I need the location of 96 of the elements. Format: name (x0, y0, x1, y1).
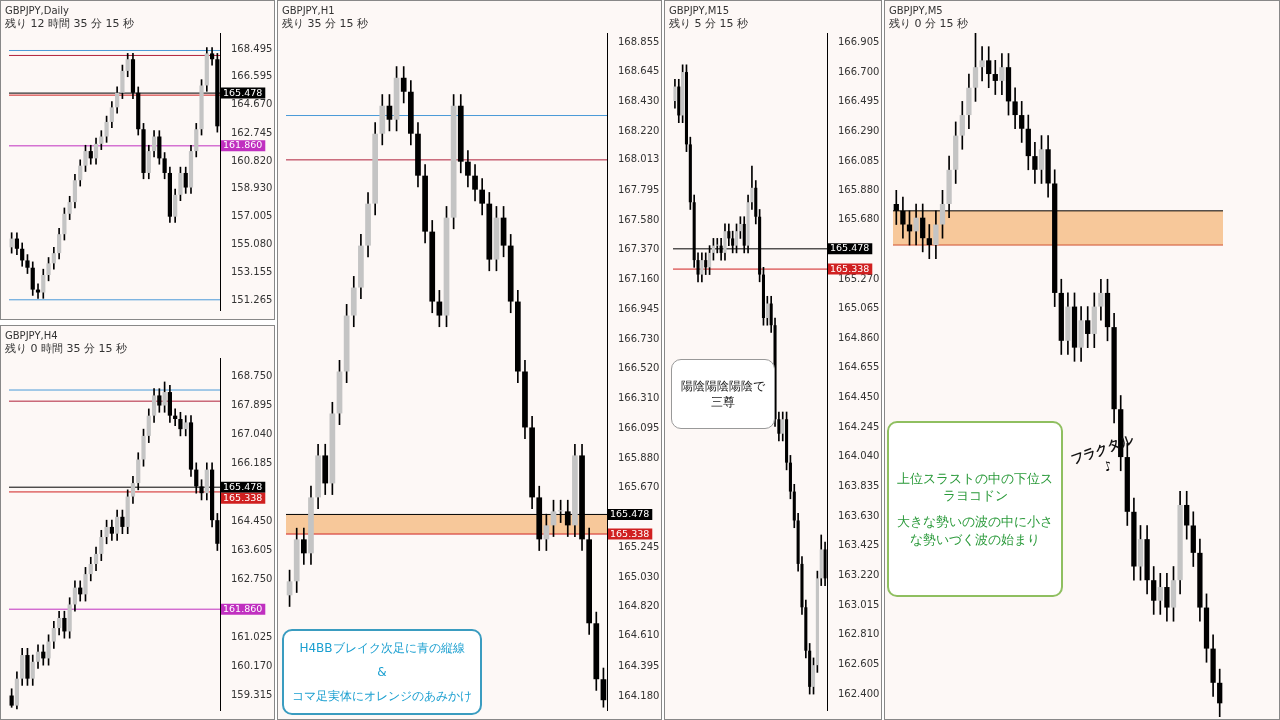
chart-title: GBPJPY,M15 (669, 4, 731, 17)
y-tick-label: 164.450 (838, 391, 880, 403)
annotation: 上位スラストの中の下位スラヨコドン (896, 469, 1054, 505)
y-tick-label: 151.265 (231, 293, 273, 305)
y-tick-label: 165.245 (618, 540, 660, 552)
ref-line-label: 165.338 (830, 262, 870, 274)
y-tick-label: 164.820 (618, 600, 660, 612)
y-tick-label: 167.160 (618, 272, 660, 284)
y-tick-label: 161.025 (231, 630, 273, 642)
y-tick-label: 168.750 (231, 370, 273, 382)
y-tick-label: 166.520 (618, 362, 660, 374)
y-tick-label: 159.315 (231, 688, 273, 700)
ref-line-label: 161.860 (223, 602, 263, 614)
speech-bubble: 陽陰陽陰陽陰で三尊 (671, 359, 775, 429)
y-tick-label: 162.750 (231, 572, 273, 584)
candlestick (926, 224, 932, 260)
y-tick-label: 166.595 (231, 70, 273, 82)
ref-line-label: 161.860 (223, 139, 263, 151)
chart-title: GBPJPY,Daily (5, 4, 70, 17)
y-tick-label: 168.495 (231, 42, 273, 54)
chart-subtitle: 残り 0 時間 35 分 15 秒 (5, 342, 127, 355)
ref-line-label: 165.478 (830, 242, 870, 254)
y-tick-label: 164.655 (838, 361, 880, 373)
y-tick-label: 164.395 (618, 659, 660, 671)
y-tick-label: 165.670 (618, 481, 660, 493)
candlestick (35, 283, 41, 299)
y-tick-label: 166.290 (838, 124, 880, 136)
speech-bubble: H4BBブレイク次足に青の縦線 & コマ足実体にオレンジのあみかけ (282, 629, 482, 715)
y-tick-label: 166.905 (838, 36, 880, 47)
y-tick-label: 166.700 (838, 65, 880, 77)
chart-title: GBPJPY,M5 (889, 4, 944, 17)
y-tick-label: 162.810 (838, 628, 880, 640)
y-tick-label: 163.630 (838, 509, 880, 521)
y-tick-label: 167.040 (231, 428, 273, 440)
ref-line-label: 165.338 (223, 491, 263, 503)
y-tick-label: 166.095 (618, 421, 660, 433)
y-tick-label: 153.155 (231, 266, 273, 278)
y-tick-label: 164.040 (838, 450, 880, 462)
y-tick-label: 163.015 (838, 598, 880, 610)
chart-title: GBPJPY,H1 (282, 4, 336, 17)
y-tick-label: 162.400 (838, 687, 880, 699)
y-tick-label: 166.185 (231, 456, 273, 468)
y-tick-label: 164.245 (838, 420, 880, 432)
chart-subtitle: 残り 5 分 15 秒 (669, 17, 748, 30)
y-tick-label: 165.030 (618, 570, 660, 582)
y-tick-label: 162.605 (838, 658, 880, 670)
y-tick-label: 160.170 (231, 659, 273, 671)
y-tick-label: 163.220 (838, 569, 880, 581)
y-tick-label: 158.930 (231, 182, 273, 194)
y-tick-label: 168.430 (618, 95, 660, 107)
y-tick-label: 163.425 (838, 539, 880, 551)
y-tick-label: 164.450 (231, 515, 273, 527)
y-tick-label: 164.610 (618, 629, 660, 641)
y-tick-label: 155.080 (231, 238, 273, 250)
speech-bubble: 上位スラストの中の下位スラヨコドン 大きな勢いの波の中に小さな勢いづく波の始まり (887, 421, 1063, 597)
y-tick-label: 164.670 (231, 98, 273, 110)
ref-line-label: 165.478 (610, 507, 650, 519)
ref-line-label: 165.478 (223, 86, 263, 98)
y-tick-label: 166.310 (618, 391, 660, 403)
y-tick-label: 167.895 (231, 399, 273, 411)
ref-line-label: 165.338 (610, 527, 650, 539)
y-tick-label: 162.745 (231, 126, 273, 138)
y-tick-label: 165.680 (838, 213, 880, 225)
y-tick-label: 167.580 (618, 214, 660, 226)
annotation: コマ足実体にオレンジのあみかけ (292, 688, 472, 705)
annotation: 陽陰陽陰陽陰で三尊 (680, 377, 766, 411)
y-tick-label: 165.065 (838, 302, 880, 314)
y-tick-label: 166.730 (618, 332, 660, 344)
chart-subtitle: 残り 0 分 15 秒 (889, 17, 968, 30)
y-tick-label: 157.005 (231, 210, 273, 222)
y-tick-label: 168.220 (618, 124, 660, 136)
y-tick-label: 165.880 (838, 184, 880, 196)
chart-title: GBPJPY,H4 (5, 329, 59, 342)
ref-line-label: 165.478 (223, 480, 263, 492)
y-tick-label: 167.370 (618, 243, 660, 255)
y-tick-label: 164.180 (618, 689, 660, 701)
y-tick-label: 164.860 (838, 331, 880, 343)
annotation: H4BBブレイク次足に青の縦線 (299, 639, 465, 656)
y-tick-label: 168.645 (618, 65, 660, 77)
annotation: フラクタル♪ (1067, 430, 1136, 477)
y-tick-label: 163.835 (838, 480, 880, 492)
annotation: 大きな勢いの波の中に小さな勢いづく波の始まり (896, 513, 1054, 549)
y-tick-label: 163.605 (231, 543, 273, 555)
candlestick (992, 60, 998, 95)
y-tick-label: 165.880 (618, 451, 660, 463)
y-tick-label: 165.270 (838, 272, 880, 284)
y-tick-label: 166.085 (838, 154, 880, 166)
y-tick-label: 167.795 (618, 183, 660, 195)
y-tick-label: 160.820 (231, 154, 273, 166)
chart-subtitle: 残り 35 分 15 秒 (282, 17, 368, 30)
y-tick-label: 168.855 (618, 35, 660, 47)
y-tick-label: 166.945 (618, 302, 660, 314)
y-tick-label: 168.013 (618, 153, 660, 165)
y-tick-label: 166.495 (838, 95, 880, 107)
annotation: & (377, 663, 387, 681)
chart-subtitle: 残り 12 時間 35 分 15 秒 (5, 17, 134, 30)
